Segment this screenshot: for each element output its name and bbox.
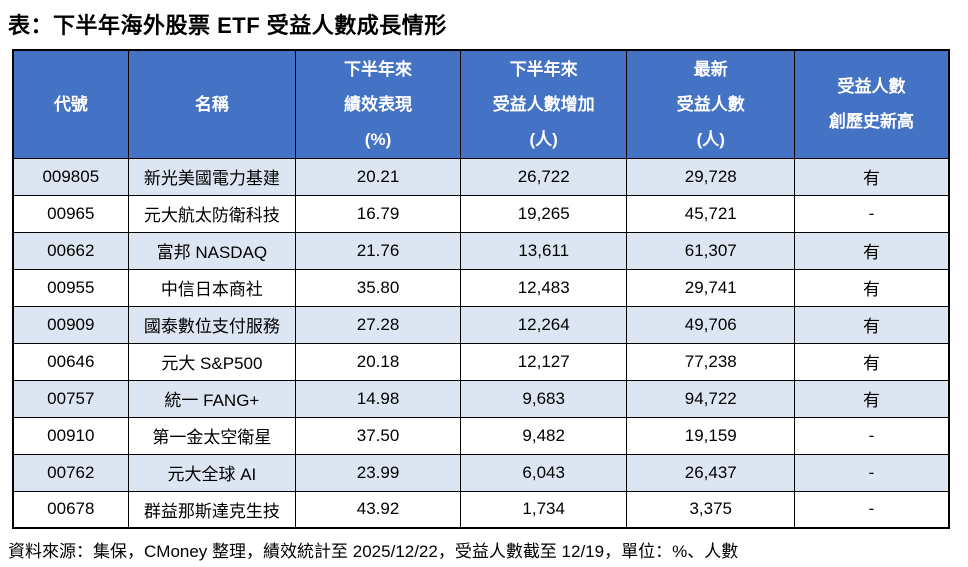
cell-perf: 43.92 (295, 490, 461, 529)
cell-latest: 29,728 (626, 157, 796, 196)
column-header-line: (%) (364, 129, 392, 149)
cell-increase: 12,483 (459, 268, 628, 307)
cell-name: 中信日本商社 (127, 268, 297, 307)
cell-perf: 16.79 (295, 194, 461, 233)
cell-name: 富邦 NASDAQ (127, 231, 297, 270)
column-header-perf: 下半年來績效表現 (%) (295, 49, 461, 159)
cell-record: 有 (794, 157, 950, 196)
cell-increase: 13,611 (459, 231, 628, 270)
column-header-line: 下半年來 (509, 59, 578, 79)
cell-record: 有 (794, 268, 950, 307)
column-header-record: 受益人數 創歷史新高 (794, 49, 950, 159)
table-header: 代號 名稱 下半年來績效表現 (%) 下半年來受益人數增加 (人) 最新受益人數 (人) 受益人… (12, 49, 950, 159)
cell-latest: 94,722 (626, 379, 796, 418)
header-row: 代號 名稱 下半年來績效表現 (%) 下半年來受益人數增加 (人) 最新受益人數 (人) 受益人… (12, 49, 950, 159)
cell-code: 00910 (12, 416, 129, 455)
cell-code: 00678 (12, 490, 129, 529)
cell-name: 元大航太防衛科技 (127, 194, 297, 233)
cell-increase: 19,265 (459, 194, 628, 233)
table-row: 00757 統一 FANG+ 14.98 9,683 94,722 有 (12, 379, 950, 418)
cell-latest: 77,238 (626, 342, 796, 381)
cell-latest: 19,159 (626, 416, 796, 455)
cell-name: 群益那斯達克生技 (127, 490, 297, 529)
column-header-line: 受益人數 (676, 94, 745, 114)
cell-code: 00662 (12, 231, 129, 270)
cell-code: 00762 (12, 453, 129, 492)
cell-increase: 1,734 (459, 490, 628, 529)
table-row: 00910 第一金太空衛星 37.50 9,482 19,159- (12, 416, 950, 455)
cell-increase: 12,264 (459, 305, 628, 344)
table-body: 009805 新光美國電力基建 20.21 26,722 29,728 有 00965 元大航… (12, 157, 950, 529)
column-header-line: 受益人數 (837, 77, 906, 97)
table-row: 00965 元大航太防衛科技 16.79 19,265 45,721- (12, 194, 950, 233)
column-header-line: 績效表現 (344, 94, 413, 114)
source-note: 資料來源：集保，CMoney 整理，績效統計至 2025/12/22，受益人數截… (8, 542, 739, 561)
cell-record: - (794, 194, 950, 233)
cell-record: - (794, 416, 950, 455)
cell-code: 00757 (12, 379, 129, 418)
table-row: 00646 元大 S&P500 20.18 12,127 77,238 有 (12, 342, 950, 381)
column-header-name: 名稱 (127, 49, 297, 159)
cell-name: 統一 FANG+ (127, 379, 297, 418)
cell-perf: 23.99 (295, 453, 461, 492)
cell-increase: 9,683 (459, 379, 628, 418)
table-row: 009805 新光美國電力基建 20.21 26,722 29,728 有 (12, 157, 950, 196)
cell-code: 00965 (12, 194, 129, 233)
page-title: 表：下半年海外股票 ETF 受益人數成長情形 (8, 13, 447, 38)
cell-increase: 26,722 (459, 157, 628, 196)
cell-perf: 35.80 (295, 268, 461, 307)
column-header-line: 創歷史新高 (829, 112, 914, 132)
cell-latest: 3,375 (626, 490, 796, 529)
cell-latest: 29,741 (626, 268, 796, 307)
cell-record: - (794, 453, 950, 492)
cell-code: 00955 (12, 268, 129, 307)
cell-perf: 14.98 (295, 379, 461, 418)
cell-record: 有 (794, 342, 950, 381)
cell-code: 00646 (12, 342, 129, 381)
column-header-line: 名稱 (194, 94, 229, 114)
cell-name: 國泰數位支付服務 (127, 305, 297, 344)
cell-perf: 20.18 (295, 342, 461, 381)
cell-perf: 37.50 (295, 416, 461, 455)
cell-latest: 49,706 (626, 305, 796, 344)
cell-record: 有 (794, 305, 950, 344)
table-row: 00662 富邦 NASDAQ 21.76 13,611 61,307 有 (12, 231, 950, 270)
cell-record: 有 (794, 231, 950, 270)
cell-code: 00909 (12, 305, 129, 344)
column-header-line: 下半年來 (344, 59, 413, 79)
column-header-increase: 下半年來受益人數增加 (人) (459, 49, 628, 159)
column-header-line: 受益人數增加 (492, 94, 595, 114)
cell-name: 新光美國電力基建 (127, 157, 297, 196)
cell-latest: 26,437 (626, 453, 796, 492)
cell-increase: 9,482 (459, 416, 628, 455)
cell-name: 第一金太空衛星 (127, 416, 297, 455)
table-row: 00762 元大全球 AI 23.99 6,043 26,437- (12, 453, 950, 492)
cell-code: 009805 (12, 157, 129, 196)
cell-record: 有 (794, 379, 950, 418)
etf-table: 代號 名稱 下半年來績效表現 (%) 下半年來受益人數增加 (人) 最新受益人數 (人) 受益人… (12, 49, 950, 529)
cell-increase: 6,043 (459, 453, 628, 492)
cell-latest: 45,721 (626, 194, 796, 233)
cell-perf: 20.21 (295, 157, 461, 196)
cell-record: - (794, 490, 950, 529)
cell-latest: 61,307 (626, 231, 796, 270)
table-row: 00678 群益那斯達克生技 43.92 1,734 3,375- (12, 490, 950, 529)
table-row: 00909 國泰數位支付服務 27.28 12,264 49,706 有 (12, 305, 950, 344)
column-header-line: 最新 (693, 59, 728, 79)
cell-perf: 27.28 (295, 305, 461, 344)
cell-increase: 12,127 (459, 342, 628, 381)
column-header-latest: 最新受益人數 (人) (626, 49, 796, 159)
table-row: 00955 中信日本商社 35.80 12,483 29,741 有 (12, 268, 950, 307)
cell-name: 元大 S&P500 (127, 342, 297, 381)
cell-name: 元大全球 AI (127, 453, 297, 492)
column-header-line: (人) (696, 129, 725, 149)
column-header-code: 代號 (12, 49, 129, 159)
cell-perf: 21.76 (295, 231, 461, 270)
column-header-line: (人) (529, 129, 558, 149)
column-header-line: 代號 (53, 94, 88, 114)
